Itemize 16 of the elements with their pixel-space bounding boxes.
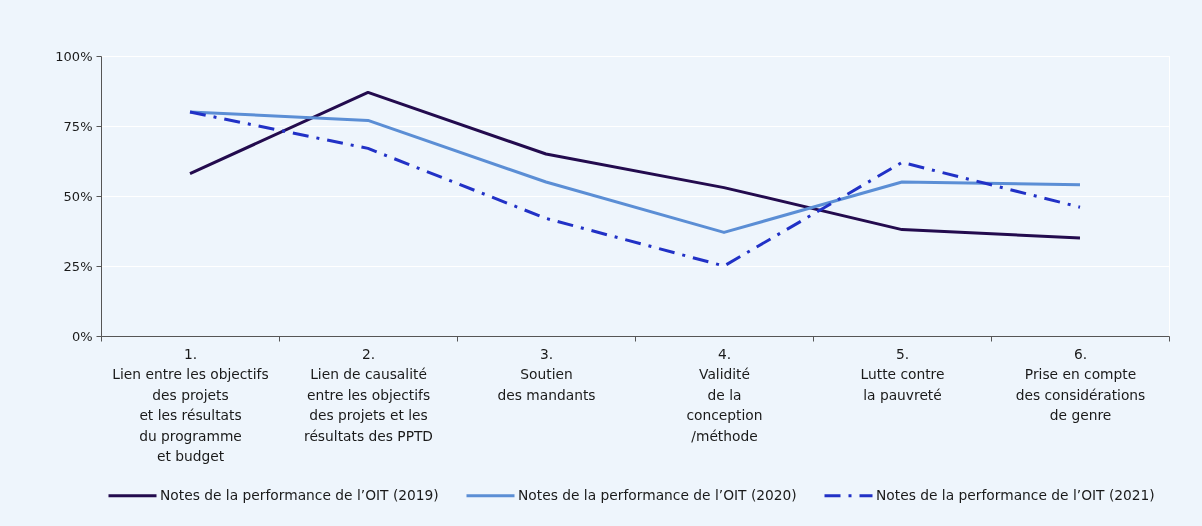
x-tick-label: 3. Soutien des mandants (497, 345, 596, 403)
x-tick-label: 4. Validité de la conception /méthode (686, 345, 763, 444)
line-series (188, 90, 1082, 240)
legend-label: Notes de la performance de l’OIT (2019) (160, 486, 439, 503)
legend-label: Notes de la performance de l’OIT (2020) (518, 486, 797, 503)
x-tick-label: 1. Lien entre les objectifs des projets et les résultats du programme et budget (112, 345, 269, 464)
y-tick-label: 100% (55, 48, 93, 64)
x-tick-label: 2. Lien de causalité entre les objectifs des projets et les résultats des PPTD (304, 345, 433, 444)
x-tick-label: 6. Prise en compte des considérations de genre (1015, 345, 1146, 423)
y-tick-label: 25% (63, 258, 93, 274)
y-tick-label: 75% (63, 118, 93, 134)
y-tick-label: 50% (63, 188, 93, 204)
line-series (188, 110, 1082, 268)
y-tick-label: 0% (71, 328, 93, 344)
legend-label: Notes de la performance de l’OIT (2021) (876, 486, 1155, 503)
x-tick-label: 5. Lutte contre la pauvreté (860, 345, 945, 403)
